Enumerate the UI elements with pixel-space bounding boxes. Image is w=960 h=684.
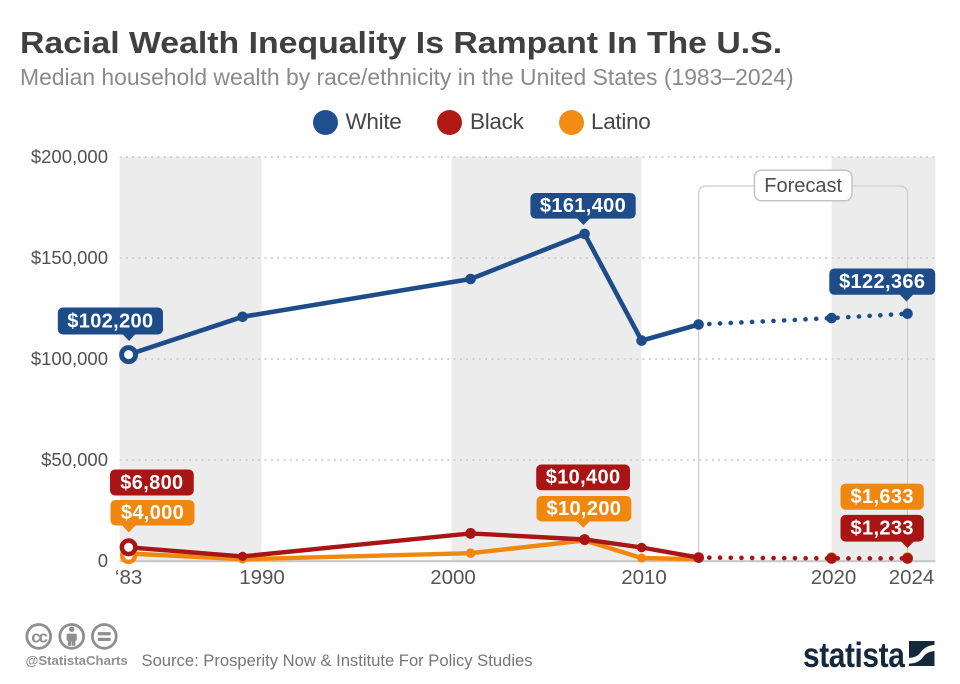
svg-text:$1,633: $1,633	[851, 486, 914, 508]
svg-text:$161,400: $161,400	[540, 195, 626, 217]
svg-text:$150,000: $150,000	[31, 247, 108, 268]
svg-text:1990: 1990	[239, 566, 285, 589]
svg-text:Forecast: Forecast	[764, 175, 842, 197]
svg-text:2024: 2024	[889, 566, 935, 589]
svg-text:$4,000: $4,000	[121, 502, 184, 524]
svg-text:$100,000: $100,000	[31, 348, 108, 369]
svg-text:$6,800: $6,800	[120, 472, 183, 494]
svg-text:$50,000: $50,000	[41, 449, 108, 470]
svg-text:$102,200: $102,200	[67, 310, 153, 332]
svg-text:$200,000: $200,000	[31, 146, 108, 167]
svg-text:$1,233: $1,233	[851, 518, 914, 540]
svg-text:$10,200: $10,200	[547, 498, 622, 520]
svg-text:2020: 2020	[811, 566, 857, 589]
svg-text:‘83: ‘83	[115, 566, 142, 589]
svg-text:0: 0	[98, 550, 108, 571]
svg-text:$10,400: $10,400	[546, 467, 621, 489]
svg-text:2000: 2000	[430, 566, 476, 589]
svg-text:$122,366: $122,366	[839, 271, 925, 293]
svg-text:2010: 2010	[621, 566, 667, 589]
svg-text:cc: cc	[31, 628, 47, 647]
